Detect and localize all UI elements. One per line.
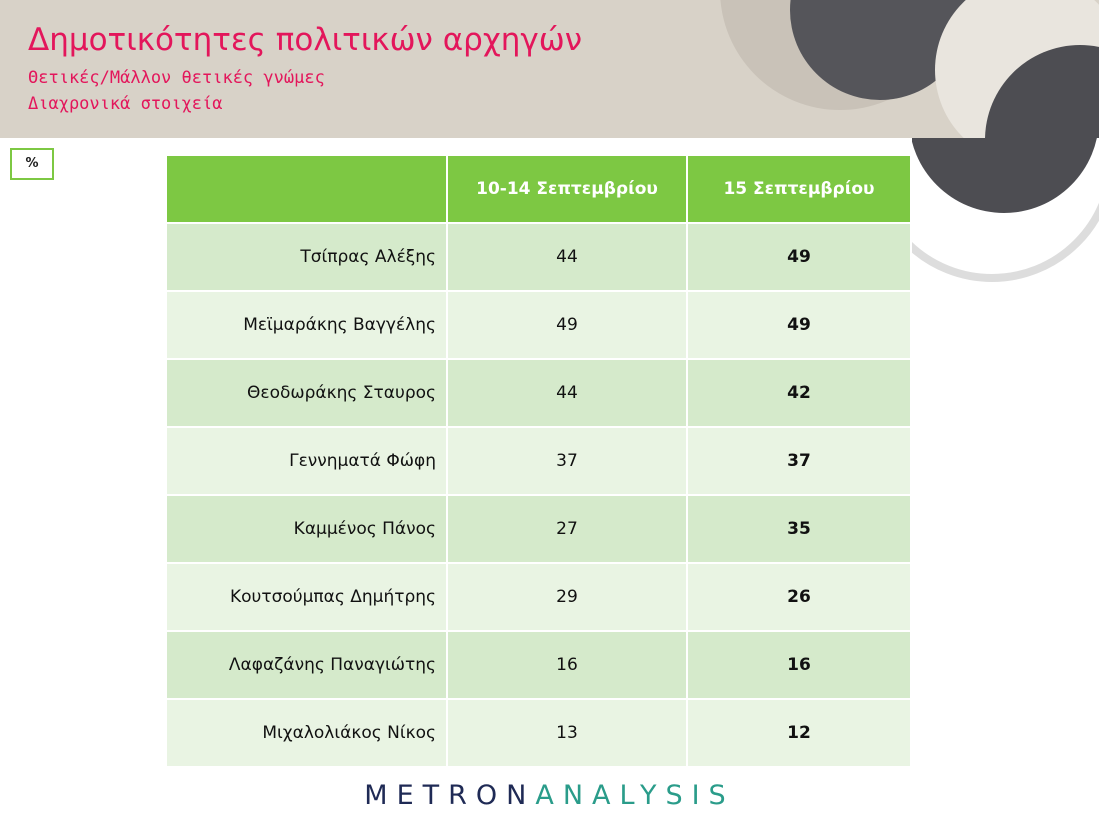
header-row: 10-14 Σεπτεμβρίου 15 Σεπτεμβρίου [167,156,912,224]
subtitle: Θετικές/Μάλλον θετικές γνώμες [28,68,325,88]
cell-value: 27 [447,495,688,564]
unit-box: % [10,148,54,180]
cell-value: 49 [447,291,688,360]
table-row: Κουτσούμπας Δημήτρης 29 26 [167,563,912,632]
cell-value: 35 [687,495,912,564]
cell-value: 44 [447,359,688,428]
table-row: Γεννηματά Φώφη 37 37 [167,427,912,496]
row-label: Κουτσούμπας Δημήτρης [167,563,448,632]
logo-part: ANALYSIS [535,780,735,811]
row-label: Τσίπρας Αλέξης [167,223,448,292]
data-table: 10-14 Σεπτεμβρίου 15 Σεπτεμβρίου Τσίπρας … [167,156,912,768]
cell-value: 12 [687,699,912,768]
cell-value: 37 [447,427,688,496]
decoration [912,138,1099,282]
deco-circle [912,138,1097,213]
deco-circle [985,45,1099,138]
row-label: Μεϊμαράκης Βαγγέλης [167,291,448,360]
row-label: Καμμένος Πάνος [167,495,448,564]
cell-value: 49 [687,223,912,292]
row-label: Λαφαζάνης Παναγιώτης [167,631,448,700]
table-row: Τσίπρας Αλέξης 44 49 [167,223,912,292]
deco-ring [912,202,1099,282]
row-label: Θεοδωράκης Σταυρος [167,359,448,428]
corner-cell [167,156,448,224]
subtitle: Διαχρονικά στοιχεία [28,94,223,114]
cell-value: 49 [687,291,912,360]
deco-circle [790,0,970,100]
cell-value: 13 [447,699,688,768]
table-row: Λαφαζάνης Παναγιώτης 16 16 [167,631,912,700]
logo-part: METRON [364,780,536,811]
cell-value: 42 [687,359,912,428]
row-label: Γεννηματά Φώφη [167,427,448,496]
table-row: Καμμένος Πάνος 27 35 [167,495,912,564]
header-band: Δημοτικότητες πολιτικών αρχηγών Θετικές/… [0,0,1099,138]
cell-value: 16 [447,631,688,700]
cell-value: 16 [687,631,912,700]
cell-value: 37 [687,427,912,496]
logo: METRONANALYSIS [0,780,1099,811]
title: Δημοτικότητες πολιτικών αρχηγών [28,22,583,58]
decoration [720,0,1099,138]
cell-value: 26 [687,563,912,632]
cell-value: 29 [447,563,688,632]
table-row: Θεοδωράκης Σταυρος 44 42 [167,359,912,428]
table-row: Μεϊμαράκης Βαγγέλης 49 49 [167,291,912,360]
table-row: Μιχαλολιάκος Νίκος 13 12 [167,699,912,768]
column-header: 15 Σεπτεμβρίου [687,156,912,224]
table-body: Τσίπρας Αλέξης 44 49 Μεϊμαράκης Βαγγέλης 49 4… [167,223,912,768]
column-header: 10-14 Σεπτεμβρίου [447,156,688,224]
row-label: Μιχαλολιάκος Νίκος [167,699,448,768]
cell-value: 44 [447,223,688,292]
